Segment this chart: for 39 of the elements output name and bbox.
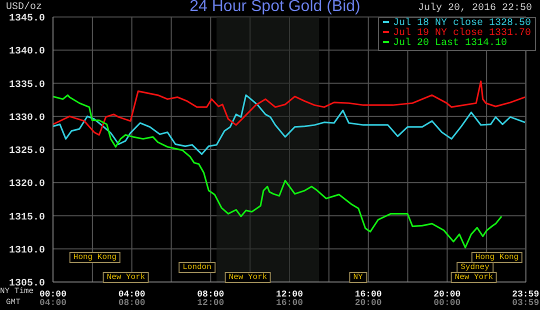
text: GMT xyxy=(6,298,20,307)
text: 08:00 xyxy=(118,298,146,309)
y-tick-label: 1335.0 xyxy=(8,80,45,91)
chart-subtitle: July 20, 2016 22:50 xyxy=(418,3,532,14)
text: 04:00 xyxy=(39,298,67,309)
x-tick-label: 23:59 xyxy=(512,289,540,300)
text: 00:00 xyxy=(434,298,461,309)
text: 03:59 xyxy=(512,298,540,309)
line-series xyxy=(53,94,526,155)
y-axis-title: USD/oz xyxy=(6,2,42,13)
y-tick-label: 1330.0 xyxy=(8,112,45,124)
line-series xyxy=(53,94,502,248)
y-tick-label: 1320.0 xyxy=(8,179,45,190)
annotation: Sydney xyxy=(456,262,494,273)
annotation: Hong Kong xyxy=(69,252,121,263)
legend-label: Jul 18 NY close 1328.50 xyxy=(392,18,531,29)
x-tick-label: 04:00 xyxy=(118,289,146,300)
annotation: London xyxy=(178,262,216,273)
annotation: New York xyxy=(224,272,272,283)
y-tick-label: 1315.0 xyxy=(8,212,45,224)
x-tick-label: 00:00 xyxy=(39,289,67,300)
text: 20:00 xyxy=(354,298,382,309)
annotation: Hong Kong xyxy=(471,252,523,263)
legend-label: Jul 19 NY close 1331.70 xyxy=(392,28,531,39)
y-tick-label: 1340.0 xyxy=(8,46,45,58)
line-series xyxy=(53,80,526,136)
legend-label: Jul 20 Last 1314.10 xyxy=(392,38,508,49)
annotation: NY xyxy=(349,272,367,283)
x-tick-label: 08:00 xyxy=(197,289,224,300)
text: 16:00 xyxy=(276,298,304,309)
x-tick-label: 16:00 xyxy=(354,289,382,300)
x-tick-label: 12:00 xyxy=(276,289,304,300)
y-tick-label: 1310.0 xyxy=(8,245,45,256)
annotation: New York xyxy=(450,272,498,283)
annotation: New York xyxy=(102,272,150,283)
x-tick-label: 20:00 xyxy=(434,289,461,300)
y-tick-label: 1325.0 xyxy=(8,146,45,158)
text: 12:00 xyxy=(197,298,224,309)
y-tick-label: 1345.0 xyxy=(8,14,45,25)
